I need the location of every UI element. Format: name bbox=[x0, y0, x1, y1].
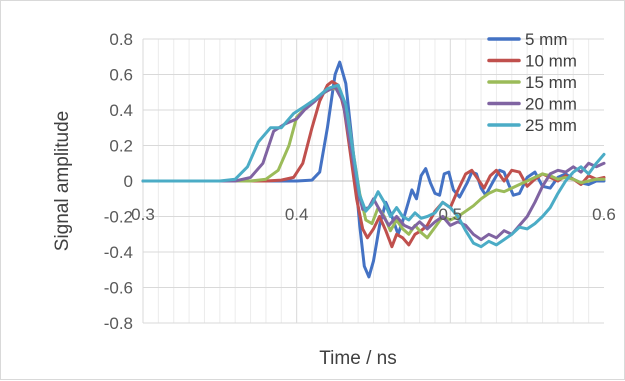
y-tick-label: 0.6 bbox=[109, 66, 133, 85]
x-tick-label: 0.4 bbox=[285, 205, 309, 224]
tick-labels: 0.8 0.6 0.4 0.2 0 -0.2 -0.4 -0.6 -0.8 0.3 0.4 0.5 0.… bbox=[104, 30, 616, 333]
legend: 5 mm 10 mm 15 mm 20 mm 25 mm bbox=[487, 30, 577, 135]
y-tick-label: 0.2 bbox=[109, 137, 133, 156]
x-tick-label: 0.3 bbox=[131, 205, 155, 224]
legend-label: 20 mm bbox=[525, 95, 577, 114]
series-lines bbox=[141, 60, 606, 279]
y-axis-title: Signal amplitude bbox=[52, 111, 73, 251]
x-tick-label: 0.6 bbox=[592, 205, 616, 224]
legend-label: 5 mm bbox=[525, 30, 568, 49]
series-line-4 bbox=[141, 85, 606, 242]
y-tick-label: -0.2 bbox=[104, 208, 133, 227]
legend-label: 25 mm bbox=[525, 116, 577, 135]
y-tick-label: 0.8 bbox=[109, 30, 133, 49]
x-tick-label: 0.5 bbox=[439, 205, 463, 224]
y-tick-label: -0.4 bbox=[104, 243, 133, 262]
y-tick-label: 0 bbox=[124, 172, 133, 191]
y-tick-label: -0.8 bbox=[104, 314, 133, 333]
y-tick-label: 0.4 bbox=[109, 101, 133, 120]
legend-label: 15 mm bbox=[525, 73, 577, 92]
x-axis-title: Time / ns bbox=[319, 348, 396, 369]
legend-label: 10 mm bbox=[525, 52, 577, 71]
y-tick-label: -0.6 bbox=[104, 279, 133, 298]
series-line-5 bbox=[141, 83, 606, 249]
